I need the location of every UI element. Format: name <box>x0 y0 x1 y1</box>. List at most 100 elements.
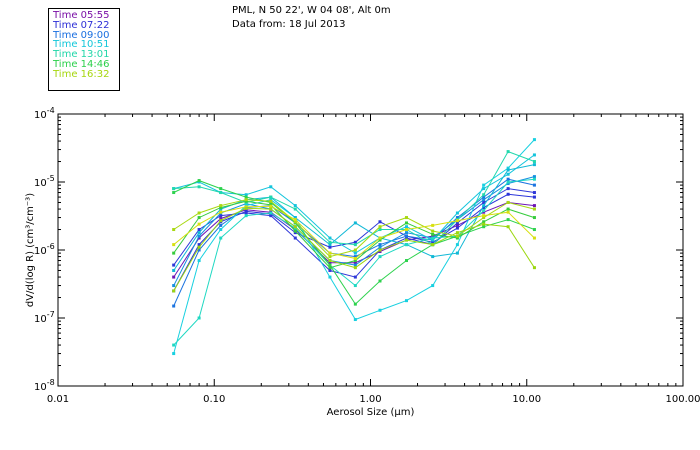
data-point <box>172 263 176 267</box>
data-point <box>328 240 332 244</box>
data-point <box>293 229 297 233</box>
data-point <box>328 268 332 272</box>
data-point <box>244 209 248 213</box>
data-point <box>506 180 510 184</box>
data-point <box>197 179 201 183</box>
data-point <box>431 223 435 227</box>
data-point <box>244 214 248 218</box>
location-label: PML, N 50 22', W 04 08', Alt 0m <box>232 5 391 16</box>
data-point <box>455 236 459 240</box>
series-layer <box>172 138 536 356</box>
data-point <box>378 255 382 259</box>
data-point <box>353 263 357 267</box>
data-point <box>293 225 297 229</box>
data-point <box>482 220 486 224</box>
data-point <box>482 198 486 202</box>
y-tick-label: 10-5 <box>34 174 55 189</box>
data-point <box>378 248 382 252</box>
data-point <box>328 275 332 279</box>
data-point <box>197 228 201 232</box>
date-label: Data from: 18 Jul 2013 <box>232 19 346 30</box>
data-point <box>219 236 223 240</box>
data-point <box>405 299 409 303</box>
data-point <box>293 207 297 211</box>
data-point <box>172 268 176 272</box>
legend-entry: Time 10:51 <box>53 39 110 51</box>
data-point <box>506 200 510 204</box>
data-point <box>482 216 486 220</box>
data-point <box>455 221 459 225</box>
y-axis-label: dV/d(log R) (cm³/cm⁻³) <box>25 193 36 307</box>
data-point <box>219 206 223 210</box>
data-point <box>197 185 201 189</box>
data-point <box>405 259 409 263</box>
data-point <box>378 225 382 229</box>
data-point <box>172 352 176 356</box>
data-point <box>532 163 536 167</box>
data-point <box>378 243 382 247</box>
data-point <box>172 343 176 347</box>
data-point <box>532 236 536 240</box>
series-line <box>173 150 535 246</box>
data-point <box>482 187 486 191</box>
data-point <box>378 236 382 240</box>
data-point <box>532 153 536 157</box>
data-point <box>293 236 297 240</box>
data-point <box>431 284 435 288</box>
data-point <box>405 216 409 220</box>
y-tick-mantissa: 10 <box>34 178 47 189</box>
y-tick-label: 10-8 <box>34 378 55 393</box>
data-point <box>506 210 510 214</box>
data-point <box>482 204 486 208</box>
data-point <box>405 238 409 242</box>
data-point <box>269 199 273 203</box>
data-point <box>506 150 510 154</box>
data-point <box>482 195 486 199</box>
data-point <box>197 236 201 240</box>
data-point <box>219 214 223 218</box>
legend-entry: Time 13:01 <box>53 49 110 61</box>
data-point <box>219 219 223 223</box>
data-point <box>244 199 248 203</box>
series-line <box>173 139 535 354</box>
data-point <box>405 225 409 229</box>
data-point <box>172 275 176 279</box>
data-point <box>353 240 357 244</box>
data-point <box>532 160 536 164</box>
y-tick-label: 10-6 <box>34 242 55 257</box>
data-point <box>532 216 536 220</box>
data-point <box>431 238 435 242</box>
data-point <box>219 191 223 195</box>
data-point <box>328 255 332 259</box>
data-point <box>431 236 435 240</box>
data-point <box>532 195 536 199</box>
chart-header: PML, N 50 22', W 04 08', Alt 0m Data fro… <box>232 4 391 32</box>
data-point <box>269 204 273 208</box>
y-tick-exponent: -5 <box>47 174 55 183</box>
data-point <box>328 251 332 255</box>
data-point <box>172 191 176 195</box>
y-axis: 10-810-710-610-510-4 <box>34 106 683 393</box>
data-point <box>482 210 486 214</box>
x-tick-label: 1.00 <box>359 394 381 405</box>
data-point <box>506 172 510 176</box>
data-point <box>353 259 357 263</box>
data-point <box>219 228 223 232</box>
data-point <box>532 204 536 208</box>
data-point <box>269 214 273 218</box>
y-tick-mantissa: 10 <box>34 246 47 257</box>
y-tick-label: 10-7 <box>34 310 55 325</box>
data-point <box>506 187 510 191</box>
data-point <box>405 228 409 232</box>
data-point <box>269 195 273 199</box>
data-point <box>353 261 357 265</box>
x-tick-label: 0.01 <box>47 394 69 405</box>
data-point <box>197 222 201 226</box>
data-point <box>378 228 382 232</box>
data-point <box>353 284 357 288</box>
data-point <box>378 238 382 242</box>
data-point <box>328 263 332 267</box>
y-tick-mantissa: 10 <box>34 382 47 393</box>
data-point <box>431 243 435 247</box>
data-point <box>197 243 201 247</box>
